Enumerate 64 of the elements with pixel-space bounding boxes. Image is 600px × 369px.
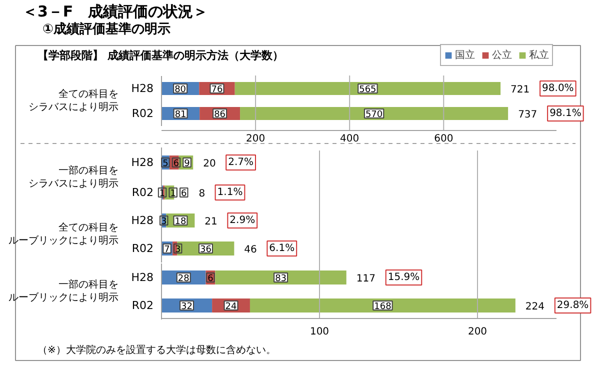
total-label: 117: [356, 274, 376, 284]
data-label: 9: [184, 159, 190, 169]
total-label: 224: [525, 302, 545, 312]
data-label: 28: [178, 274, 190, 284]
y-tick-label: R02: [132, 299, 154, 312]
text: 29.8%: [556, 300, 589, 311]
legend-label: 公立: [492, 48, 512, 62]
data-label: 32: [181, 302, 193, 312]
data-label: 7: [164, 245, 170, 255]
bar: [234, 82, 501, 95]
bar: [240, 107, 508, 120]
data-label: 168: [374, 302, 392, 312]
data-label: 3: [161, 217, 167, 227]
y-tick-label: R02: [132, 107, 154, 120]
y-tick-label: H28: [131, 214, 154, 227]
y-axis-title: 一部の科目をシラバスにより明示: [28, 164, 118, 190]
y-axis-title: 全ての科目をルーブリックにより明示: [8, 221, 118, 247]
data-label: 24: [225, 302, 238, 312]
y-tick-label: H28: [131, 156, 154, 169]
x-tick-label: 200: [246, 134, 266, 144]
y-axis-title: 一部の科目をルーブリックにより明示: [8, 278, 118, 304]
text: 【学部段階】 成績評価基準の明示方法（大学数）: [38, 49, 284, 62]
data-label: 83: [275, 274, 287, 284]
data-label: 81: [174, 110, 186, 120]
x-tick-label: 600: [434, 134, 454, 144]
text: 1.1%: [217, 187, 243, 198]
data-label: 6: [181, 189, 188, 199]
data-label: 570: [365, 110, 383, 120]
annotation: 98.1%: [550, 108, 582, 119]
x-tick-label: 200: [468, 326, 488, 338]
total-label: 21: [204, 216, 218, 228]
bar: [250, 298, 516, 312]
chart-title: ＜3－F 成績評価の状況＞: [22, 2, 208, 20]
data-label: 86: [214, 110, 226, 120]
y-tick-label: H28: [131, 271, 154, 284]
y-tick-label: R02: [132, 186, 154, 199]
total-label: 737: [518, 110, 538, 120]
legend-label: 私立: [529, 48, 549, 62]
data-label: 76: [211, 85, 223, 95]
data-label: 5: [162, 159, 168, 169]
total-label: 20: [203, 158, 216, 170]
y-tick-label: H28: [131, 82, 154, 95]
annotation: 2.9%: [230, 215, 256, 226]
text: （※）大学院のみを設置する大学は母数に含めない。: [38, 344, 276, 356]
data-label: 36: [200, 245, 212, 255]
legend-label: 国立: [455, 48, 475, 62]
data-label: 80: [174, 85, 186, 95]
x-tick-label: 100: [310, 326, 330, 338]
total-label: 721: [510, 84, 530, 96]
total-label: 46: [244, 244, 257, 256]
data-label: 565: [359, 85, 376, 95]
text: 6.1%: [269, 243, 295, 254]
total-label: 8: [198, 188, 206, 200]
data-label: 6: [173, 159, 180, 169]
annotation: 98.0%: [542, 83, 574, 94]
chart-subtitle: ①成績評価基準の明示: [42, 21, 171, 37]
data-label: 6: [208, 274, 214, 284]
annotation: 15.9%: [388, 272, 420, 283]
x-tick-label: 400: [340, 134, 360, 144]
y-axis-title: 全ての科目をシラバスにより明示: [28, 88, 118, 114]
y-tick-label: R02: [132, 242, 154, 255]
data-label: 18: [174, 217, 186, 227]
text: 2.7%: [228, 157, 254, 168]
bar: [215, 270, 346, 284]
